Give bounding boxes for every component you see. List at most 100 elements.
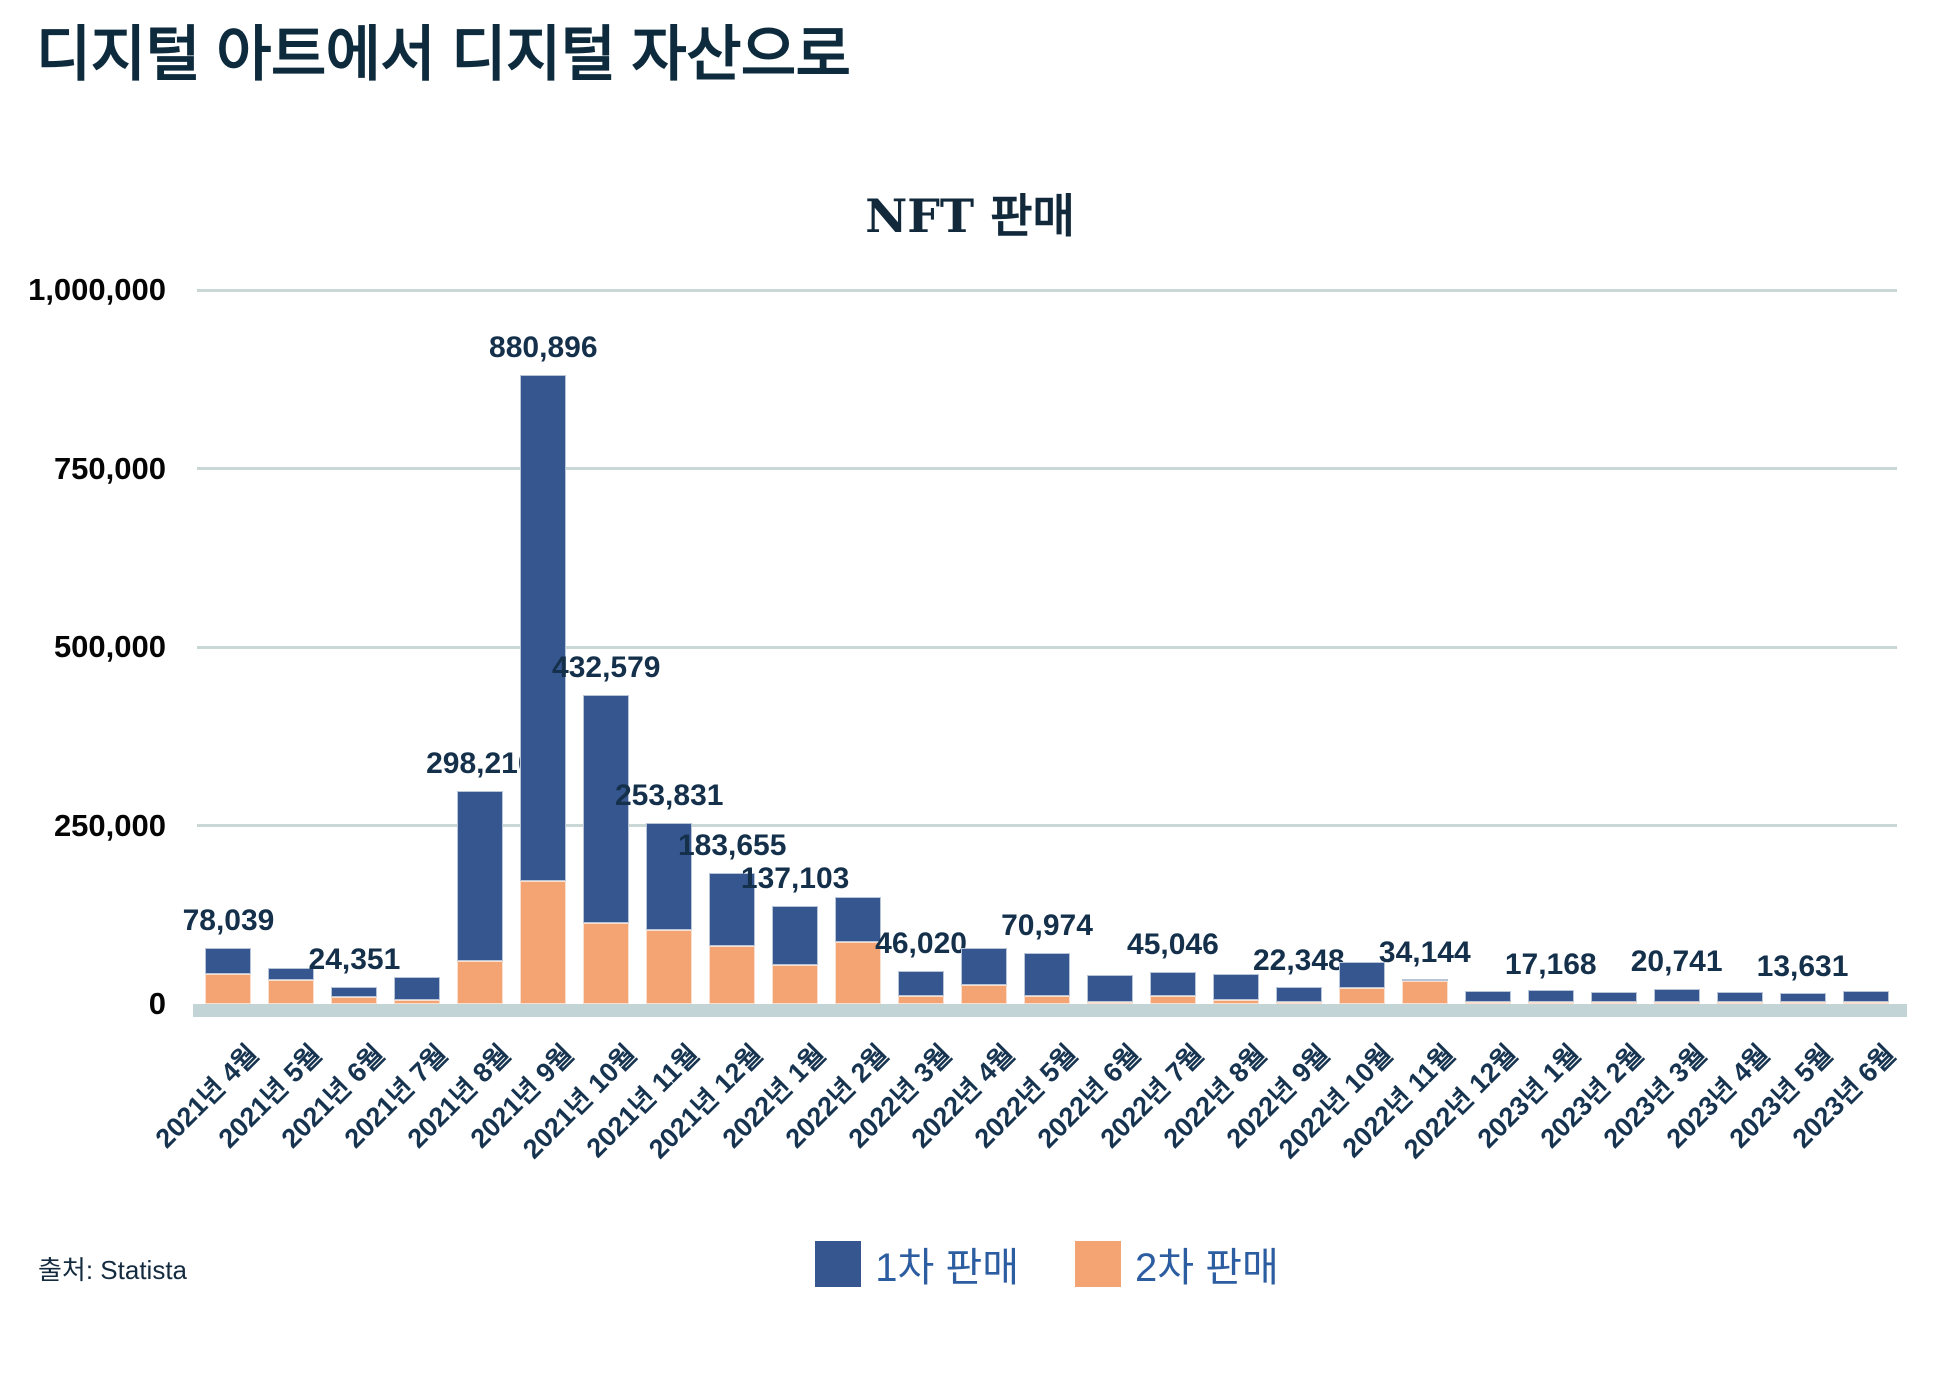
secondary-sales-segment (1779, 1002, 1826, 1004)
gridline-250000 (197, 824, 1897, 827)
secondary-sales-segment (457, 961, 504, 1004)
secondary-sales-segment (520, 881, 567, 1004)
secondary-sales-segment (898, 996, 945, 1004)
secondary-sales-segment (205, 974, 252, 1004)
secondary-sales-segment (331, 996, 378, 1004)
secondary-sales-segment (835, 941, 882, 1004)
bar-value-label: 24,351 (308, 942, 401, 976)
primary-sales-segment (1149, 971, 1196, 997)
bar-value-label: 22,348 (1252, 944, 1345, 978)
secondary-sales-segment (268, 980, 315, 1004)
gridline-1000000 (197, 288, 1897, 292)
gridline-500000 (197, 645, 1897, 649)
bar-2023년 5월 (1779, 992, 1826, 1004)
legend-swatch-2 (1075, 1241, 1121, 1287)
y-tick-label: 1,000,000 (28, 272, 166, 307)
bar-2023년 3월 (1653, 988, 1700, 1004)
secondary-sales-segment (583, 923, 630, 1004)
primary-sales-segment (1401, 979, 1448, 982)
primary-sales-segment (961, 948, 1008, 985)
y-tick-label: 0 (148, 986, 166, 1021)
primary-sales-segment (1653, 988, 1700, 1002)
bar-2022년 12월 (1464, 991, 1511, 1004)
secondary-sales-segment (646, 930, 693, 1004)
gridline-750000 (197, 467, 1897, 470)
bar-2021년 9월 (520, 375, 567, 1004)
bar-2023년 2월 (1590, 992, 1637, 1004)
legend-label-1: 1차 판매 (875, 1246, 1019, 1290)
bar-value-label: 880,896 (489, 331, 598, 365)
legend-item-2: 2차 판매 (1075, 1235, 1279, 1293)
primary-sales-segment (1212, 974, 1259, 1000)
secondary-sales-segment (772, 965, 819, 1004)
primary-sales-segment (1086, 974, 1133, 1002)
bar-value-label: 253,831 (614, 778, 724, 812)
bar-value-label: 137,103 (740, 862, 850, 896)
primary-sales-segment (457, 791, 504, 962)
primary-sales-segment (268, 968, 315, 981)
primary-sales-segment (1779, 992, 1826, 1002)
bar-2022년 10월 (1338, 961, 1385, 1004)
bar-2021년 10월 (583, 695, 630, 1004)
bar-value-label: 34,144 (1378, 935, 1471, 969)
bar-2021년 6월 (331, 986, 378, 1004)
bar-2021년 7월 (394, 976, 441, 1004)
bar-2022년 1월 (772, 906, 819, 1004)
secondary-sales-segment (1401, 981, 1448, 1004)
primary-sales-segment (1590, 992, 1637, 1002)
primary-sales-segment (331, 986, 378, 997)
bar-2022년 3월 (898, 971, 945, 1004)
primary-sales-segment (394, 976, 441, 1000)
primary-sales-segment (646, 822, 693, 931)
primary-sales-segment (1275, 987, 1322, 1002)
secondary-sales-segment (1086, 1002, 1133, 1004)
bar-2021년 12월 (709, 872, 756, 1004)
legend-label-2: 2차 판매 (1135, 1246, 1279, 1290)
legend-item-1: 1차 판매 (815, 1235, 1019, 1293)
bar-value-label: 183,655 (677, 828, 787, 862)
primary-sales-segment (1716, 992, 1763, 1002)
secondary-sales-segment (394, 999, 441, 1004)
y-tick-label: 500,000 (53, 629, 166, 664)
bar-2023년 6월 (1842, 990, 1889, 1004)
bar-value-label: 70,974 (1001, 909, 1093, 943)
secondary-sales-segment (1275, 1002, 1322, 1004)
bar-2022년 8월 (1212, 974, 1259, 1004)
primary-sales-segment (1024, 953, 1070, 997)
bar-value-label: 13,631 (1756, 950, 1849, 984)
bar-2021년 11월 (646, 822, 693, 1004)
bar-value-label: 78,039 (182, 904, 275, 938)
source-note: 출처: Statista (38, 1255, 187, 1285)
y-tick-label: 250,000 (53, 807, 166, 843)
primary-sales-segment (205, 948, 252, 975)
primary-sales-segment (1842, 990, 1889, 1002)
secondary-sales-segment (1149, 996, 1196, 1004)
bar-2022년 4월 (961, 948, 1008, 1004)
secondary-sales-segment (1212, 999, 1259, 1004)
x-axis-baseline (193, 1004, 1907, 1017)
primary-sales-segment (1338, 961, 1385, 988)
secondary-sales-segment (1842, 1002, 1889, 1004)
bar-2022년 7월 (1149, 971, 1196, 1004)
bar-2022년 5월 (1024, 953, 1070, 1004)
legend-swatch-1 (815, 1241, 862, 1287)
secondary-sales-segment (961, 984, 1008, 1004)
secondary-sales-segment (1590, 1002, 1637, 1004)
bar-2023년 1월 (1527, 990, 1574, 1004)
secondary-sales-segment (1464, 1002, 1511, 1004)
secondary-sales-segment (1527, 1002, 1574, 1004)
primary-sales-segment (835, 896, 882, 942)
y-tick-label: 750,000 (53, 450, 166, 486)
primary-sales-segment (520, 375, 567, 882)
bar-value-label: 17,168 (1504, 947, 1597, 981)
bar-2022년 6월 (1086, 974, 1133, 1004)
bar-value-label: 20,741 (1630, 945, 1723, 979)
plot-area: 78,039 2021년 4월 2021년 5월 24,351 2021년 6월 2021… (150, 288, 1902, 1164)
bar-value-label: 46,020 (875, 927, 967, 961)
primary-sales-segment (772, 906, 819, 966)
bar-value-label: 298,210 (426, 747, 535, 781)
chart-title: NFT 판매 (865, 189, 1075, 243)
secondary-sales-segment (709, 946, 756, 1004)
bar-value-label: 432,579 (552, 651, 661, 685)
bar-2022년 2월 (835, 896, 882, 1004)
